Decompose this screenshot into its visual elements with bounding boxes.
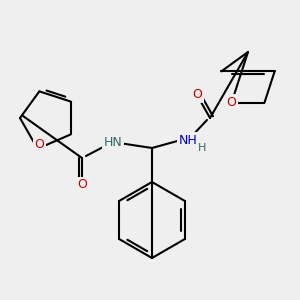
Text: O: O bbox=[226, 96, 236, 109]
Text: NH: NH bbox=[178, 134, 197, 146]
Text: H: H bbox=[198, 143, 206, 153]
Text: O: O bbox=[77, 178, 87, 191]
Text: O: O bbox=[34, 138, 44, 151]
Text: O: O bbox=[192, 88, 202, 101]
Text: HN: HN bbox=[103, 136, 122, 149]
